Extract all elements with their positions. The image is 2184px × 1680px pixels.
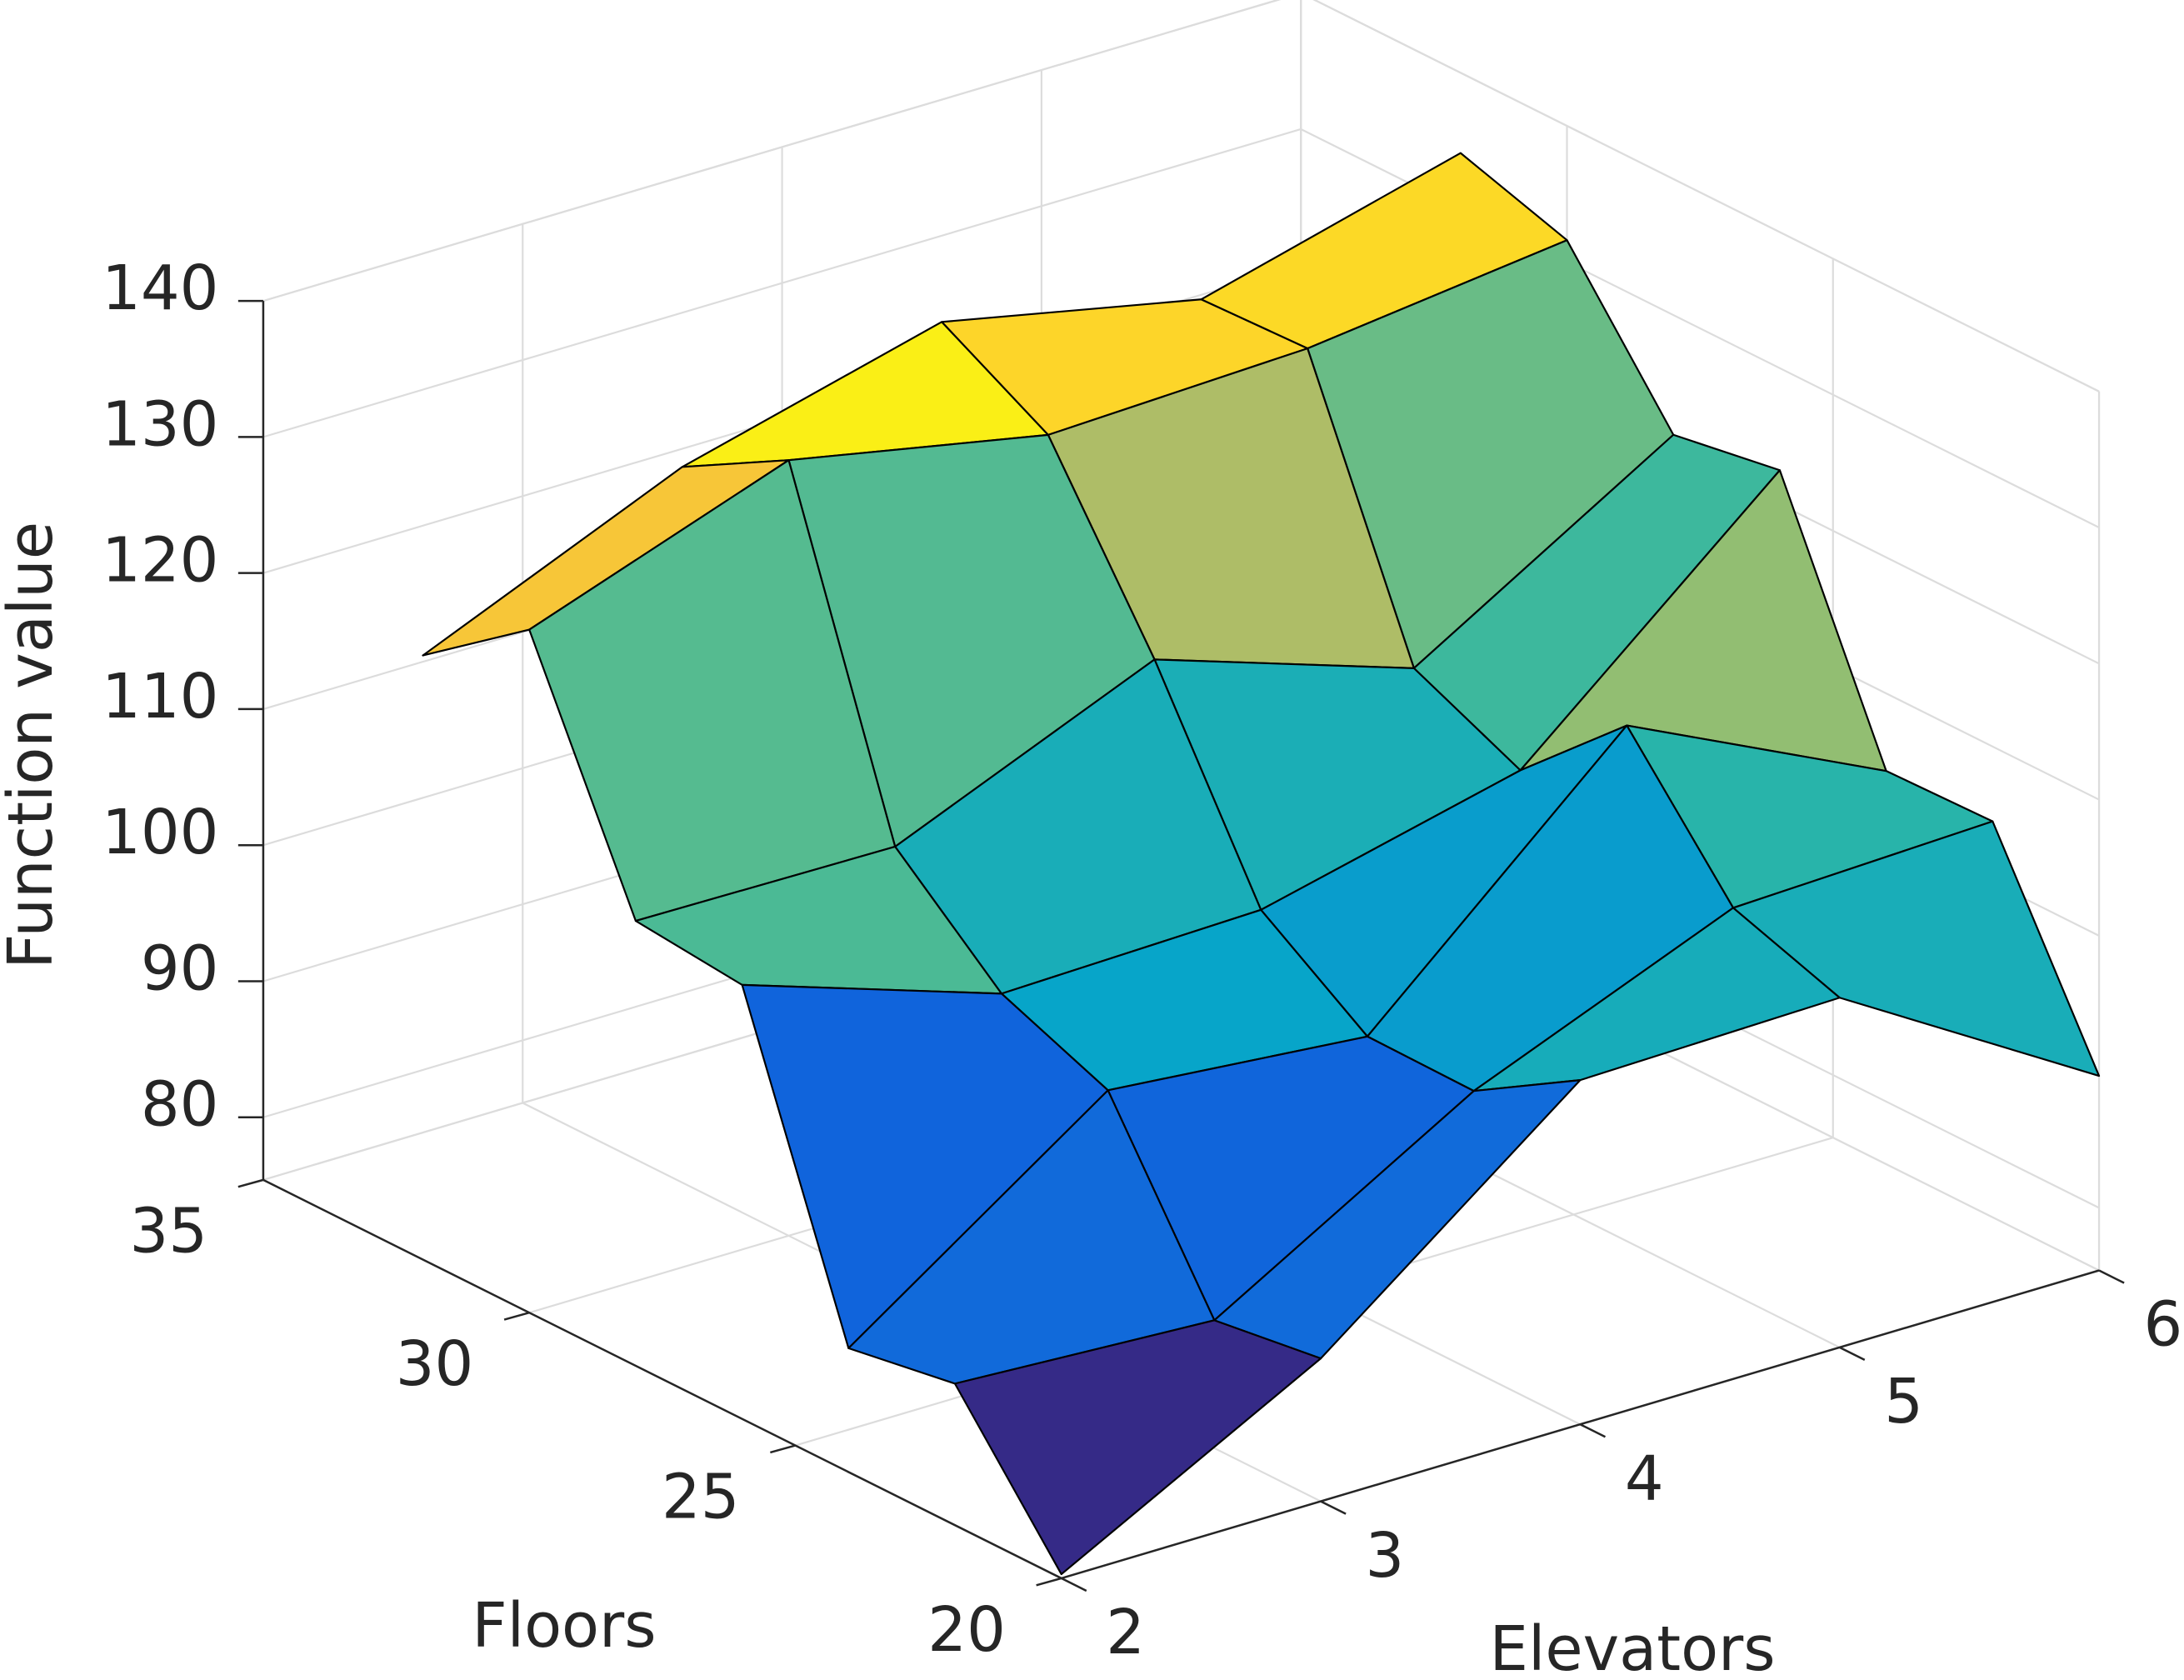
- axes: 80 90 100 110 120 130 140 20 25 30 35 2 3 4 5 6: [102, 253, 2182, 1668]
- tick-mark: [237, 1178, 264, 1188]
- y-tick-label: 35: [129, 1197, 207, 1268]
- surface: [422, 152, 2101, 1576]
- tick-mark: [770, 1444, 796, 1454]
- grid-line: [1312, 0, 2100, 392]
- surface-face: [953, 1319, 1322, 1576]
- x-tick-label: 3: [1366, 1521, 1405, 1592]
- tick-mark: [2098, 1269, 2125, 1284]
- y-tick-label: 25: [662, 1462, 740, 1532]
- tick-mark: [1320, 1500, 1347, 1515]
- tick-mark: [503, 1312, 530, 1321]
- x-tick-label: 5: [1884, 1367, 1923, 1438]
- z-tick-label: 120: [102, 526, 218, 597]
- axis-line: [262, 1178, 1062, 1580]
- z-tick-label: 100: [102, 798, 218, 868]
- x-tick-label: 4: [1625, 1443, 1664, 1514]
- x-tick-label: 2: [1106, 1598, 1145, 1668]
- tick-mark: [1036, 1577, 1062, 1587]
- tick-mark: [1579, 1423, 1607, 1438]
- y-tick-label: 20: [927, 1595, 1006, 1666]
- tick-mark: [1839, 1346, 1866, 1362]
- tick-mark: [1061, 1577, 1087, 1592]
- z-tick-label: 80: [141, 1070, 219, 1141]
- z-tick-label: 110: [102, 662, 218, 732]
- z-tick-label: 140: [102, 253, 218, 324]
- z-tick-label: 90: [141, 933, 219, 1004]
- y-axis-label: Floors: [472, 1591, 656, 1662]
- x-tick-label: 6: [2144, 1290, 2183, 1361]
- z-tick-label: 130: [102, 389, 218, 460]
- z-axis-label: Function value: [0, 522, 67, 969]
- y-tick-label: 30: [396, 1329, 474, 1400]
- x-axis-label: Elevators: [1490, 1614, 1776, 1680]
